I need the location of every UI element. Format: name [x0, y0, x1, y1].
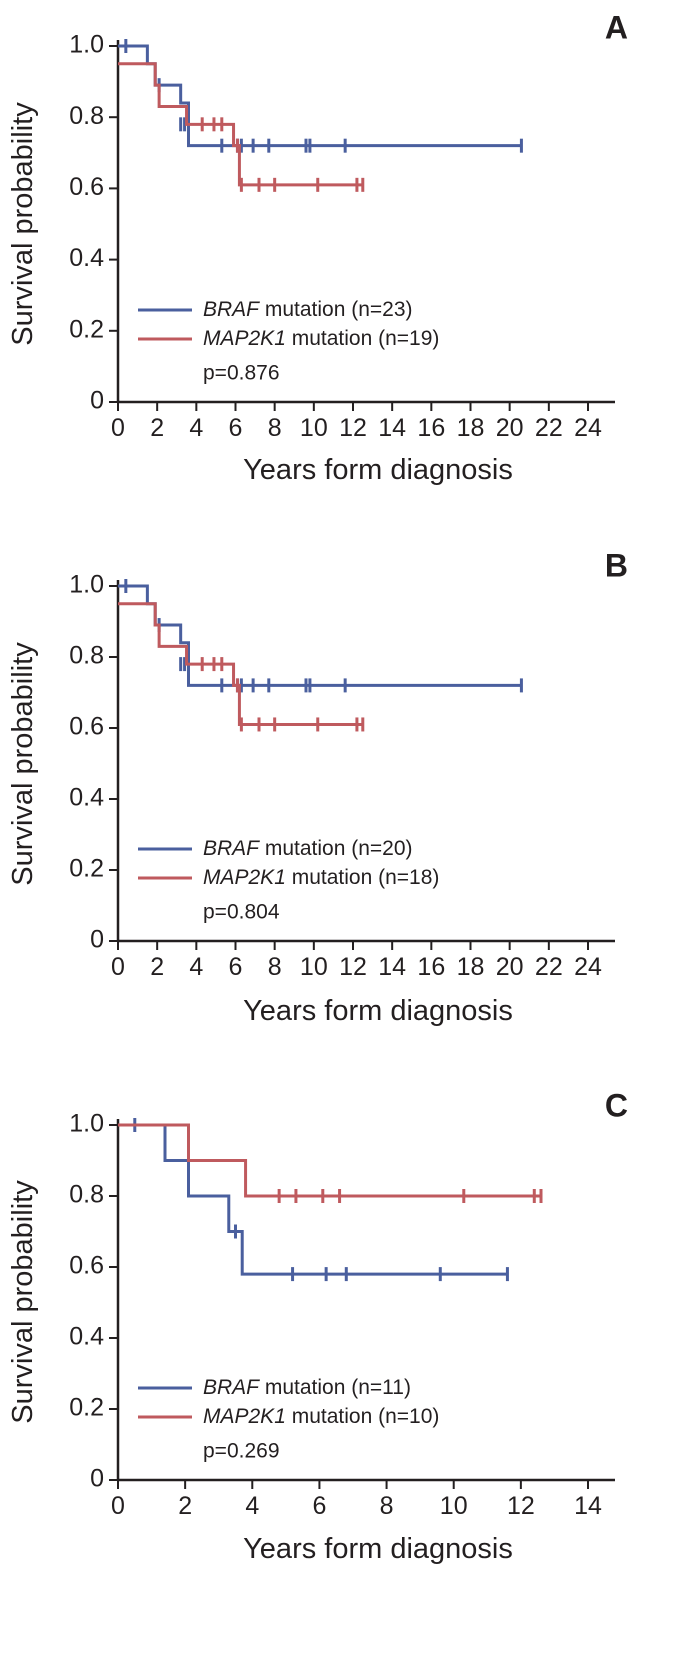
y-tick-label: 1.0	[69, 1110, 104, 1138]
x-tick-label: 4	[245, 1492, 259, 1520]
x-tick-label: 4	[189, 414, 203, 442]
p-value: p=0.804	[203, 901, 280, 924]
legend-label-map2k1: MAP2K1 mutation (n=18)	[203, 866, 439, 889]
x-tick-label: 14	[378, 953, 406, 981]
x-tick-label: 12	[339, 953, 367, 981]
y-tick-label: 1.0	[69, 571, 104, 599]
x-tick-label: 4	[189, 953, 203, 981]
x-tick-label: 16	[417, 953, 445, 981]
y-tick-label: 0	[90, 926, 104, 954]
x-tick-label: 12	[507, 1492, 535, 1520]
x-tick-label: 2	[178, 1492, 192, 1520]
legend-label-braf: BRAF mutation (n=11)	[203, 1376, 411, 1399]
x-tick-label: 24	[574, 414, 602, 442]
x-tick-label: 10	[440, 1492, 468, 1520]
y-tick-label: 0.4	[69, 784, 104, 812]
x-tick-label: 6	[229, 953, 243, 981]
y-tick-label: 0.8	[69, 1181, 104, 1209]
y-tick-label: 0	[90, 387, 104, 415]
panel-label: C	[605, 1087, 628, 1123]
legend-label-map2k1: MAP2K1 mutation (n=10)	[203, 1405, 439, 1428]
chart-panel-c: C 0 0.2 0.4 0.6 0.8 1.0 0 2 4 6 8 10 12 14 Years form d…	[7, 1087, 628, 1565]
x-tick-label: 6	[312, 1492, 326, 1520]
x-tick-label: 10	[300, 414, 328, 442]
y-tick-label: 0.8	[69, 642, 104, 670]
panel-label: B	[605, 547, 628, 583]
x-tick-label: 24	[574, 953, 602, 981]
x-tick-label: 16	[417, 414, 445, 442]
p-value: p=0.269	[203, 1440, 280, 1463]
legend-label-braf: BRAF mutation (n=20)	[203, 837, 413, 860]
x-tick-label: 0	[111, 953, 125, 981]
y-axis-label: Survival probability	[7, 642, 39, 886]
x-tick-label: 22	[535, 953, 563, 981]
panel-label: A	[605, 9, 628, 45]
y-tick-label: 0.6	[69, 173, 104, 201]
y-axis-label: Survival probability	[7, 1180, 39, 1424]
x-axis-label: Years form diagnosis	[243, 995, 513, 1027]
x-tick-label: 2	[150, 414, 164, 442]
y-tick-label: 0.2	[69, 1394, 104, 1422]
x-tick-label: 12	[339, 414, 367, 442]
y-tick-label: 0.6	[69, 1252, 104, 1280]
x-tick-label: 8	[268, 414, 282, 442]
y-tick-label: 0.4	[69, 244, 104, 272]
y-tick-label: 0.8	[69, 102, 104, 130]
x-tick-label: 8	[380, 1492, 394, 1520]
y-tick-label: 0	[90, 1465, 104, 1493]
x-tick-label: 22	[535, 414, 563, 442]
x-axis-label: Years form diagnosis	[243, 1533, 513, 1565]
x-tick-label: 6	[229, 414, 243, 442]
x-tick-label: 0	[111, 414, 125, 442]
y-tick-label: 0.2	[69, 315, 104, 343]
legend-label-braf: BRAF mutation (n=23)	[203, 298, 413, 321]
x-tick-label: 10	[300, 953, 328, 981]
x-tick-label: 18	[457, 414, 485, 442]
x-tick-label: 2	[150, 953, 164, 981]
series-line-braf	[118, 584, 522, 687]
series-line-braf	[118, 1123, 508, 1276]
y-tick-label: 0.2	[69, 855, 104, 883]
y-axis-label: Survival probability	[7, 102, 39, 346]
series-line-braf	[118, 44, 522, 148]
y-tick-label: 1.0	[69, 31, 104, 59]
x-tick-label: 18	[457, 953, 485, 981]
y-tick-label: 0.6	[69, 713, 104, 741]
series-line-map2k1	[118, 602, 363, 726]
x-tick-label: 14	[574, 1492, 602, 1520]
x-tick-label: 0	[111, 1492, 125, 1520]
chart-panel-a: A00.20.40.60.81.00 2 4 6 8 10 12 14 16 18 20 22 24Ye…	[7, 9, 628, 486]
series-line-map2k1	[118, 62, 363, 187]
p-value: p=0.876	[203, 362, 280, 385]
x-tick-label: 20	[496, 414, 524, 442]
x-tick-label: 20	[496, 953, 524, 981]
legend-label-map2k1: MAP2K1 mutation (n=19)	[203, 327, 439, 350]
x-axis-label: Years form diagnosis	[243, 454, 513, 486]
x-tick-label: 8	[268, 953, 282, 981]
chart-panel-b: B00.20.40.60.81.00 2 4 6 8 10 12 14 16 18 20 22 24Ye…	[7, 547, 628, 1027]
y-tick-label: 0.4	[69, 1323, 104, 1351]
x-tick-label: 14	[378, 414, 406, 442]
